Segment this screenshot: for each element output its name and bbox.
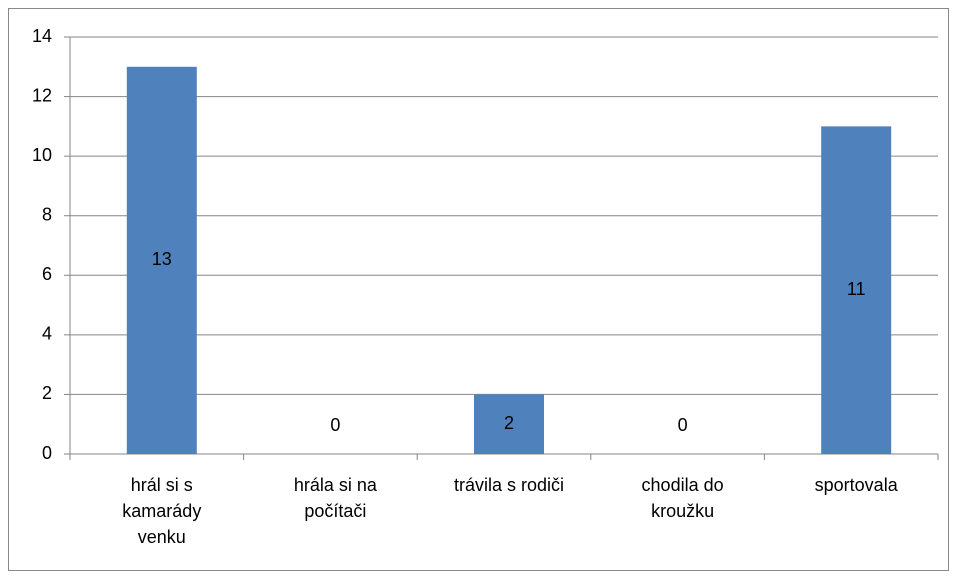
data-label: 13	[152, 249, 172, 269]
x-tick-label: hrál si s kamarády venku	[122, 475, 202, 547]
x-tick-label: sportovala	[814, 475, 898, 495]
x-tick-label: trávila s rodiči	[453, 475, 565, 495]
data-label: 2	[504, 413, 514, 433]
bar	[126, 66, 197, 455]
x-tick-label: chodila do kroužku	[641, 475, 724, 521]
y-tick-label: 2	[42, 383, 52, 403]
y-tick-label: 14	[32, 26, 52, 46]
data-label: 0	[678, 415, 688, 435]
y-tick-label: 4	[42, 324, 52, 344]
data-label: 11	[847, 279, 866, 299]
y-tick-label: 6	[42, 264, 52, 284]
data-label: 0	[330, 415, 340, 435]
y-tick-label: 0	[42, 443, 52, 463]
y-tick-label: 10	[32, 145, 52, 165]
bar	[821, 126, 892, 454]
bar	[474, 394, 544, 454]
y-tick-label: 8	[42, 204, 52, 224]
y-tick-label: 12	[32, 85, 52, 105]
x-tick-label: hrála si na počítači	[293, 475, 377, 521]
